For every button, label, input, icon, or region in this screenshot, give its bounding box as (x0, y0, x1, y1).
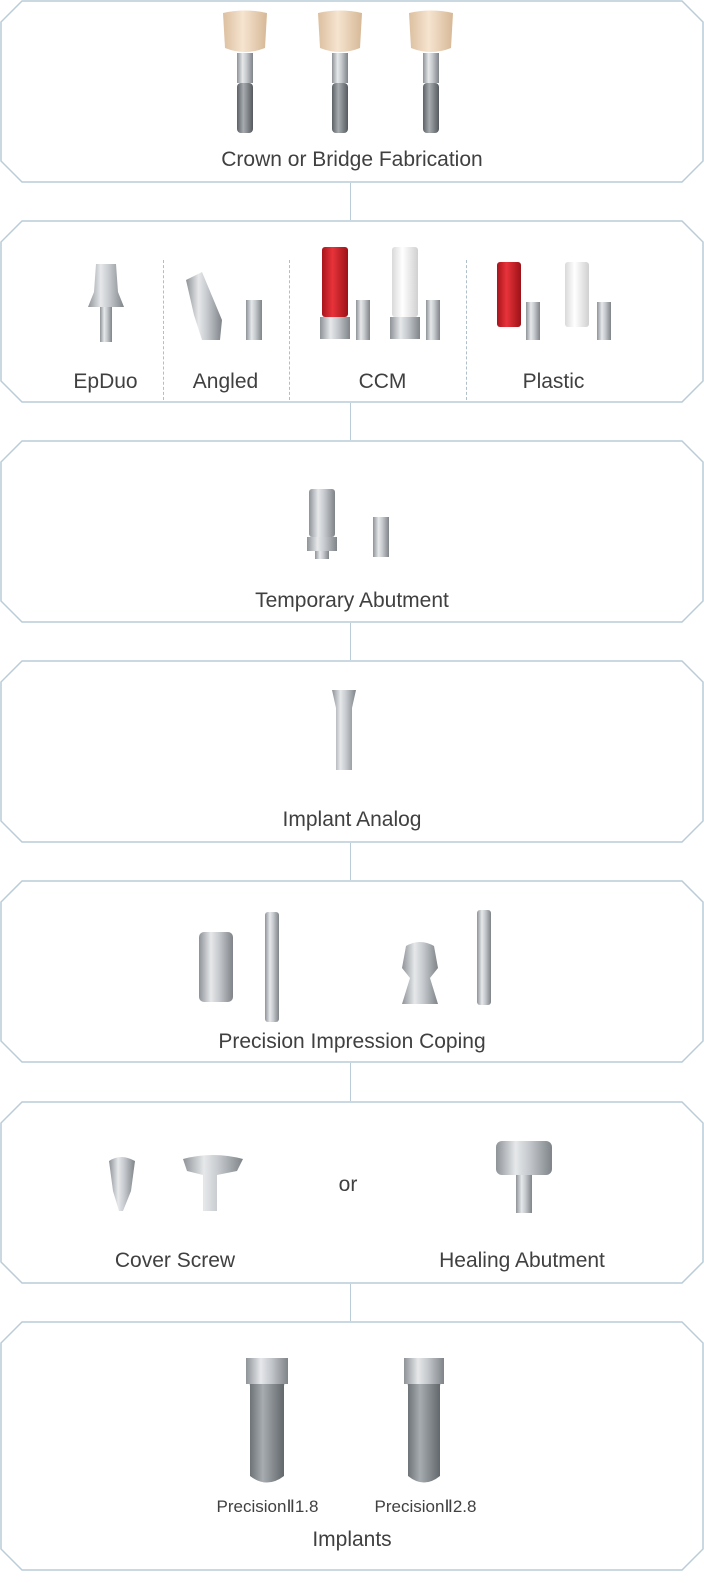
or-label: or (338, 1173, 358, 1196)
abutment-label-epduo: EpDuo (73, 370, 138, 393)
separator (466, 260, 467, 400)
panel-title: Precision Impression Coping (218, 1030, 486, 1053)
panel-frame (0, 0, 704, 183)
panel-frame (0, 1321, 704, 1571)
panel-title: Implants (312, 1528, 392, 1551)
separator (163, 260, 164, 400)
panel-impression-coping: Precision Impression Coping (0, 880, 704, 1063)
panel-implant-analog: Implant Analog (0, 660, 704, 843)
panel-abutments: EpDuo Angled CCM Plastic (0, 220, 704, 403)
panel-crown-fabrication: Crown or Bridge Fabrication (0, 0, 704, 183)
healing-abutment-illustration (496, 1141, 552, 1213)
temporary-abutment-illustration (307, 489, 389, 559)
connector-line (350, 403, 351, 440)
plastic-abutment-illustration (497, 262, 611, 340)
abutment-label-angled: Angled (192, 370, 259, 393)
panel-title: Implant Analog (282, 808, 422, 831)
crown-implant-illustration (223, 10, 453, 133)
cover-screw-illustration (109, 1155, 243, 1211)
implant-analog-illustration (332, 690, 356, 770)
implant-1-8-illustration (246, 1358, 288, 1483)
connector-line (350, 1284, 351, 1321)
abutment-label-ccm: CCM (358, 370, 407, 393)
separator (289, 260, 290, 400)
implant-2-8-illustration (404, 1358, 444, 1483)
coping-closed-tray-illustration (402, 910, 491, 1005)
panel-frame (0, 880, 704, 1063)
cover-screw-label: Cover Screw (114, 1249, 236, 1272)
connector-line (350, 183, 351, 220)
panel-frame (0, 220, 704, 403)
implant-label-1-8: PrecisionⅡ1.8 (216, 1497, 319, 1516)
abutment-label-plastic: Plastic (522, 370, 585, 393)
connector-line (350, 1063, 351, 1101)
healing-abutment-label: Healing Abutment (439, 1249, 605, 1272)
epduo-abutment-illustration (88, 264, 124, 342)
coping-open-tray-illustration (199, 912, 279, 1022)
ccm-abutment-illustration (320, 247, 440, 340)
panel-title: Temporary Abutment (255, 589, 449, 612)
implant-label-2-8: PrecisionⅡ2.8 (374, 1497, 477, 1516)
panel-frame (0, 440, 704, 623)
angled-abutment-illustration (186, 272, 262, 340)
connector-line (350, 623, 351, 660)
panel-implants: PrecisionⅡ1.8 PrecisionⅡ2.8 Implants (0, 1321, 704, 1571)
panel-healing: or Cover Screw Healing Abutment (0, 1101, 704, 1284)
panel-temporary-abutment: Temporary Abutment (0, 440, 704, 623)
panel-title: Crown or Bridge Fabrication (221, 148, 483, 171)
connector-line (350, 843, 351, 880)
